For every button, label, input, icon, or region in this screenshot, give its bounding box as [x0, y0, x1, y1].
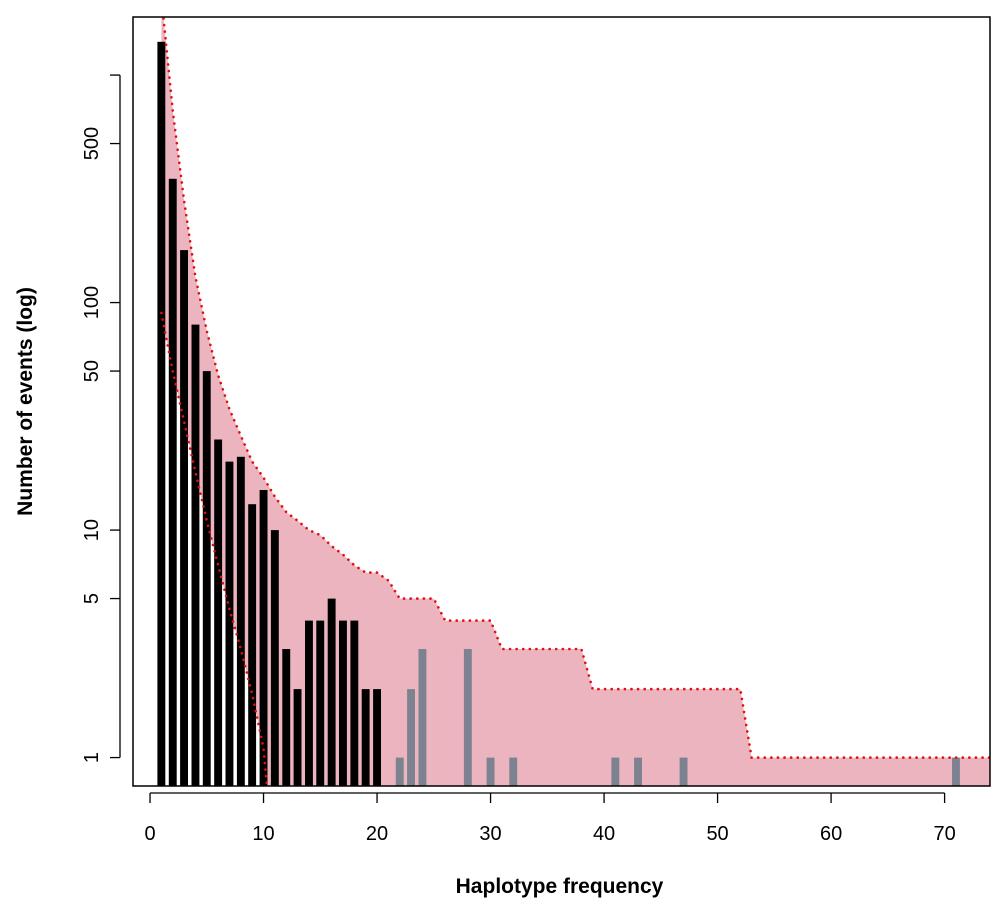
- x-tick-label: 10: [252, 823, 274, 845]
- plot-frame: [132, 16, 991, 787]
- band-lower-edge: [160, 311, 269, 786]
- bar: [305, 620, 313, 786]
- y-tick-label: 50: [81, 360, 103, 382]
- bar: [350, 620, 359, 786]
- x-axis-title: Haplotype frequency: [456, 875, 664, 898]
- x-tick-label: 20: [366, 823, 388, 845]
- x-tick-label: 0: [144, 823, 155, 845]
- bar: [952, 757, 960, 786]
- x-tick-label: 30: [479, 823, 501, 845]
- x-axis: 0 10 20 30 40 50 60 70: [144, 792, 956, 845]
- y-axis-title: Number of events (log): [14, 287, 37, 516]
- bar: [679, 757, 688, 786]
- y-tick-label: 1: [81, 752, 103, 763]
- y-tick-label: 10: [81, 519, 103, 541]
- confidence-band: [161, 17, 990, 786]
- bar: [214, 439, 223, 786]
- y-axis: 1 5 10 50 100 500: [81, 74, 121, 763]
- bar: [407, 689, 415, 786]
- bar: [259, 490, 268, 786]
- bar: [418, 649, 427, 786]
- bar: [509, 757, 518, 786]
- x-tick-label: 70: [933, 823, 955, 845]
- band-upper-edge: [162, 17, 990, 759]
- bar: [236, 456, 245, 786]
- confidence-band-edges: [160, 17, 990, 786]
- x-tick-label: 40: [593, 823, 615, 845]
- bar: [282, 649, 291, 786]
- bar: [634, 757, 642, 786]
- bar: [202, 371, 211, 786]
- bar: [191, 324, 200, 786]
- bar: [339, 620, 347, 786]
- confidence-band-area: [161, 17, 990, 786]
- x-tick-label: 60: [820, 823, 842, 845]
- y-tick-label: 500: [81, 127, 103, 160]
- bar: [463, 649, 472, 786]
- bar: [611, 757, 620, 786]
- bar: [270, 530, 279, 786]
- bar: [486, 757, 495, 786]
- bar: [293, 689, 302, 786]
- bar: [327, 598, 336, 786]
- y-tick-label: 100: [81, 286, 103, 319]
- bar: [373, 689, 381, 786]
- y-tick-label: 5: [81, 593, 103, 604]
- bar: [225, 461, 234, 786]
- bar: [361, 689, 370, 786]
- bar: [316, 620, 325, 786]
- x-tick-label: 50: [706, 823, 728, 845]
- bar: [395, 757, 404, 786]
- bar: [157, 41, 166, 786]
- bar: [168, 178, 177, 786]
- bar-series: [157, 41, 960, 786]
- bar: [248, 504, 257, 786]
- bar: [180, 250, 188, 786]
